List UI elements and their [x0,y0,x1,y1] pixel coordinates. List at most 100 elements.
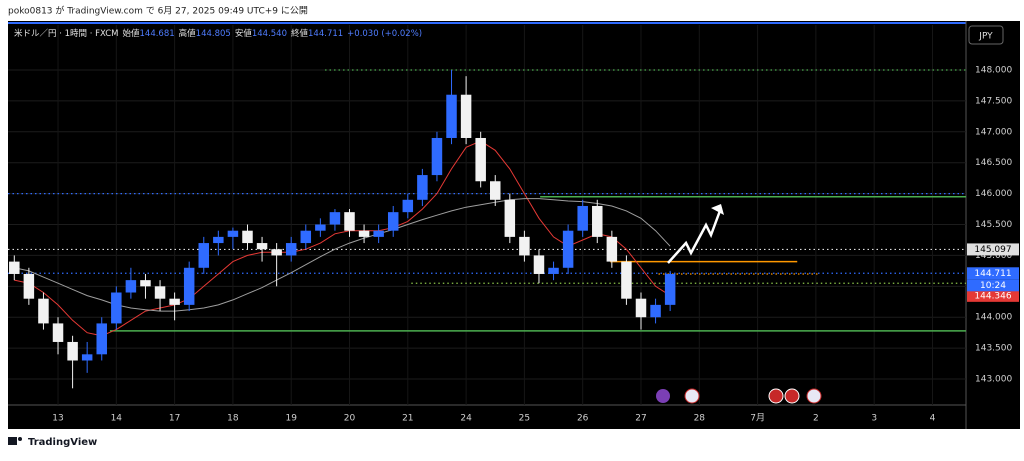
plot [8,25,966,405]
candle-body [562,230,574,268]
candle-body [140,280,151,287]
event-icons[interactable] [656,388,822,404]
x-tick-label: 13 [52,414,63,424]
candle-body [96,323,107,355]
ohlc-label: 高値 [179,28,197,39]
candle-body [548,267,559,274]
event-icon[interactable] [656,389,670,403]
ohlc-label: 終値 [291,28,309,39]
symbol-title: 米ドル／円 · 1時間 · FXCM [14,28,118,39]
candle-body [431,137,443,176]
candle-body [358,230,370,237]
candle-body [256,243,268,250]
candle-body [475,137,486,182]
currency[interactable]: JPY [978,32,993,42]
candle-body [285,243,297,256]
candle-body [606,236,618,262]
event-icon[interactable] [806,388,822,404]
x-tick-label: 14 [111,414,123,424]
candle-body [67,341,78,361]
candle-body [198,243,210,268]
y-tick-label: 147.000 [975,127,1012,137]
x-tick-label: 24 [460,414,472,424]
price-label-box [967,289,1019,302]
y-tick-label: 146.000 [975,189,1012,199]
candle-body [650,304,661,318]
price-label: 144.711 [974,269,1011,279]
x-tick-label: 20 [344,414,356,424]
candle-body [154,286,166,299]
logo-mark [8,437,17,445]
price-label: 144.346 [974,291,1011,301]
candle-body [169,298,180,305]
candle-body [242,230,253,244]
ohlc-label: 始値 [122,28,140,39]
candle-body [23,273,35,299]
x-tick-label: 2 [813,414,819,424]
x-tick-label: 27 [635,414,646,424]
currency-box[interactable] [968,25,1004,45]
price-label: 145.097 [974,245,1011,255]
annotation-arrow [667,204,724,264]
candle-body [300,230,312,244]
candle-body [213,236,224,244]
candle-body [315,224,326,231]
event-icon[interactable] [684,388,700,404]
x-tick-label: 25 [519,414,530,424]
x-tick-label: 3 [871,414,877,424]
candle-body [52,323,64,342]
ohlc-value: 144.805 [196,29,231,39]
ohlc-legend: 米ドル／円 · 1時間 · FXCM 始値144.681 高値144.805 安値14… [14,28,422,39]
candle-body [111,292,122,324]
arrow-path [667,207,723,264]
x-tick-label: 4 [930,414,936,424]
candle-body [81,354,93,361]
candle-body [9,261,20,274]
attribution: poko0813 が TradingView.com で 6月 27, 2025… [8,5,308,17]
candle-body [373,230,384,237]
y-tick-label: 147.500 [975,96,1012,106]
candle-body [402,199,414,213]
price-label-box [967,267,1019,280]
candle-body [635,298,647,318]
ohlc-value: 144.540 [252,29,287,39]
candle-body [460,94,472,138]
ohlc-label: 安値 [235,28,253,39]
candle-body [271,249,282,256]
x-tick-label: 17 [169,414,180,424]
candle-body [227,230,239,237]
y-tick-label: 145.500 [975,220,1012,230]
event-icon[interactable] [768,388,784,404]
candle-body [621,261,632,299]
countdown-box [967,279,1019,292]
change: +0.030 (+0.02%) [347,29,422,39]
ohlc-value: 144.681 [140,29,175,39]
x-tick-label: 26 [577,414,589,424]
x-tick-label: 7月 [750,413,765,424]
price-label-box [967,243,1019,256]
x-tick-label: 18 [227,414,239,424]
candle-body [504,199,516,237]
candle-body [183,267,195,305]
brand: TradingView [28,437,97,448]
candle-body [519,236,530,256]
event-icon[interactable] [784,388,800,404]
candle-body [533,255,545,274]
candle-body [577,205,588,231]
logo: TradingView [8,437,97,448]
y-tick-label: 148.000 [975,65,1012,75]
candle-body [125,280,137,293]
candle-body [38,298,49,324]
candle-body [387,212,399,231]
y-tick-label: 146.500 [975,158,1012,168]
x-tick-label: 19 [285,414,297,424]
ohlc-value: 144.711 [308,29,343,39]
candle-body [592,205,603,237]
candle-body [490,181,501,200]
logo-mark [18,437,22,441]
candle-body [329,212,341,225]
x-tick-label: 28 [694,414,706,424]
candle-body [417,175,428,200]
y-tick-label: 144.000 [975,313,1012,323]
